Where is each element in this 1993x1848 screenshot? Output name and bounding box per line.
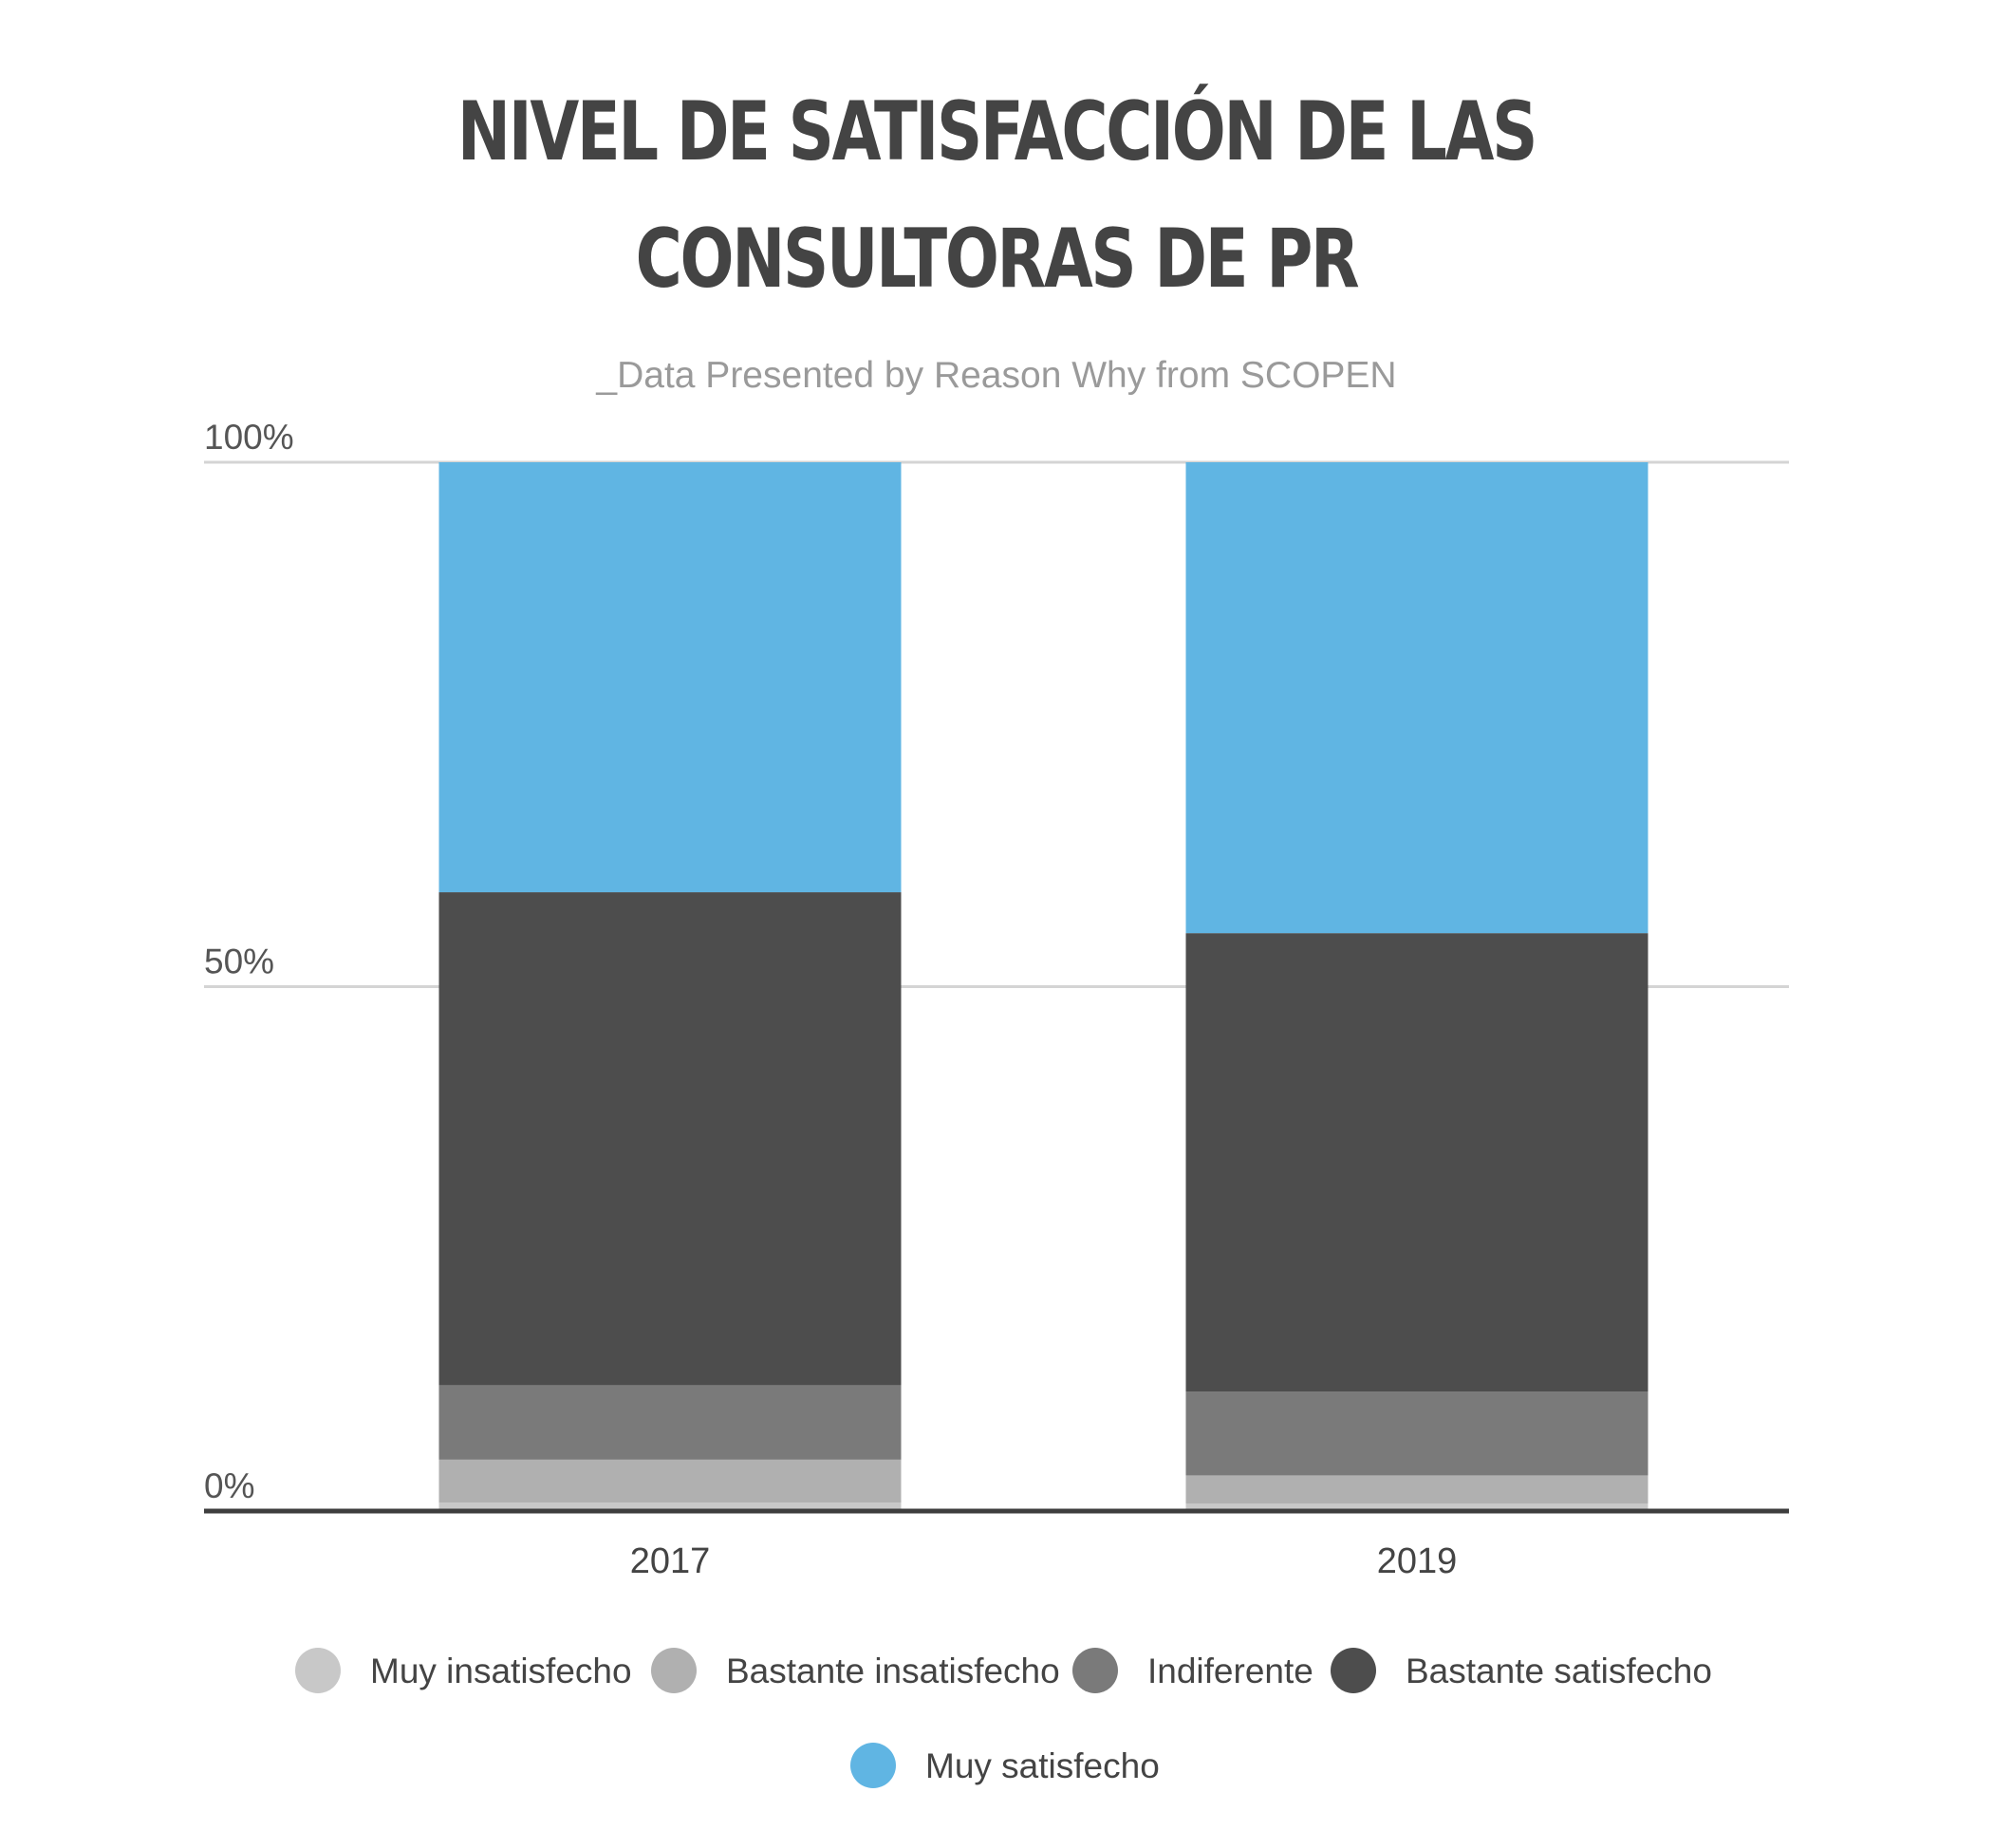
legend-label: Bastante insatisfecho xyxy=(726,1652,1060,1690)
bar-segment xyxy=(438,462,902,893)
bar-segment xyxy=(438,1459,902,1503)
chart-title-line-1: NIVEL DE SATISFACCIÓN DE LAS xyxy=(456,84,1537,179)
y-tick-label: 0% xyxy=(204,1466,254,1505)
bar-segment xyxy=(438,1503,902,1511)
legend-swatch xyxy=(1072,1648,1118,1693)
bar-segment xyxy=(438,892,902,1386)
bar-segment xyxy=(1185,462,1648,934)
chart-subtitle: _Data Presented by Reason Why from SCOPE… xyxy=(596,355,1397,396)
bar-segment xyxy=(1185,1475,1648,1504)
legend-label: Bastante satisfecho xyxy=(1406,1652,1712,1690)
chart-title-line-2: CONSULTORAS DE PR xyxy=(635,212,1360,307)
legend-swatch xyxy=(1331,1648,1376,1693)
legend-label: Muy insatisfecho xyxy=(370,1652,632,1690)
x-tick-label: 2019 xyxy=(1377,1541,1458,1581)
legend-label: Muy satisfecho xyxy=(925,1746,1160,1785)
axes: 0% 50% 100% 2017 2019 xyxy=(204,418,1789,1581)
bar-segment xyxy=(1185,933,1648,1392)
y-tick-label: 100% xyxy=(204,418,294,457)
bar-segment xyxy=(1185,1503,1648,1511)
legend-swatch xyxy=(850,1743,896,1788)
legend: Muy insatisfecho Bastante insatisfecho Ind… xyxy=(295,1648,1712,1788)
legend-label: Indiferente xyxy=(1147,1652,1313,1690)
legend-swatch xyxy=(651,1648,697,1693)
x-tick-label: 2017 xyxy=(630,1541,711,1581)
legend-swatch xyxy=(295,1648,341,1693)
bar-segment xyxy=(438,1385,902,1460)
chart-title: NIVEL DE SATISFACCIÓN DE LAS CONSULTORAS… xyxy=(219,68,1774,323)
y-tick-label: 50% xyxy=(204,943,274,981)
bar-segment xyxy=(1185,1391,1648,1476)
bars xyxy=(438,462,1648,1511)
